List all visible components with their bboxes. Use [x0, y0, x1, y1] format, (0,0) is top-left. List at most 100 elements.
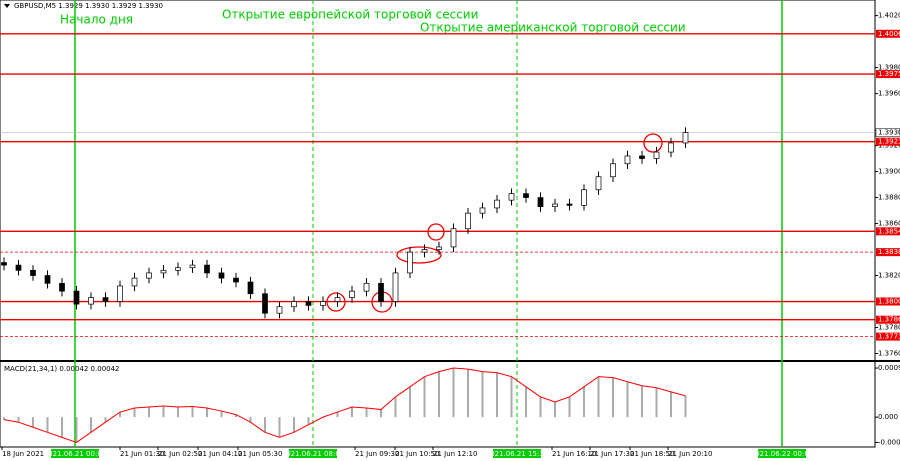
macd-bar	[206, 408, 208, 418]
x-tick-label: 21 Jun 10:50	[395, 450, 439, 458]
level-label: 1.3923	[878, 138, 900, 146]
candle-body	[305, 301, 312, 306]
level-label-box	[876, 315, 900, 324]
x-tick-label: 21 Jun 12:10	[433, 450, 477, 458]
macd-bar	[133, 408, 136, 418]
x-tick-label: 21 Jun 01:30	[120, 450, 164, 458]
y-tick-label: 1.3960	[878, 90, 900, 98]
macd-bar	[235, 414, 237, 418]
candle-body	[581, 189, 587, 206]
macd-bar	[380, 409, 382, 418]
time-label-box	[51, 449, 99, 458]
macd-bar	[597, 376, 600, 418]
session-label: Начало дня	[60, 13, 133, 27]
macd-bar	[46, 417, 49, 433]
macd-bar	[119, 412, 121, 418]
macd-bar	[75, 417, 78, 443]
x-tick-label: 21 Jun 02:50	[158, 450, 202, 458]
x-tick-label: 21 Jun 05:30	[238, 450, 282, 458]
candle-body	[189, 264, 196, 269]
level-label-box	[876, 137, 900, 146]
candle-body	[15, 264, 22, 271]
session-label: Открытие американской торговой сессии	[420, 21, 686, 35]
candle-body	[73, 290, 80, 305]
macd-bar	[264, 417, 266, 433]
macd-bar	[90, 417, 92, 433]
candle-body	[291, 301, 297, 308]
macd-title: MACD(21,34,1) 0.00042 0.00042	[4, 365, 120, 373]
macd-bar	[467, 369, 469, 418]
circle	[396, 246, 442, 264]
candle-body	[88, 297, 94, 305]
y-tick-label: 1.4020	[878, 12, 900, 20]
time-label: 2021.06.21 15:30	[486, 450, 548, 458]
candle-body	[566, 203, 573, 206]
candle-body	[160, 269, 167, 274]
y-tick-label: -0.0005	[878, 438, 900, 446]
level-label-box	[876, 332, 900, 341]
level-label-box	[876, 70, 900, 79]
candle-body	[320, 301, 326, 306]
macd-bar	[626, 381, 629, 418]
level-label: 1.3786	[878, 316, 900, 324]
level-label: 1.4006	[878, 30, 900, 38]
macd-bar	[452, 368, 455, 418]
macd-bar	[162, 406, 165, 418]
macd-bar	[684, 395, 687, 418]
time-label-box	[758, 449, 806, 458]
macd-bar	[655, 387, 658, 418]
candle-body	[349, 290, 355, 298]
candle-body	[233, 277, 239, 283]
x-tick-label: 21 Jun 20:10	[668, 450, 712, 458]
symbol-header: GBPUSD,M5 1.3929 1.3930 1.3929 1.3930	[14, 2, 163, 10]
candle-body	[595, 176, 602, 191]
macd-bar	[191, 406, 194, 418]
time-label-box	[289, 449, 337, 458]
level-label: 1.3854	[878, 227, 900, 235]
candle-body	[262, 293, 268, 314]
macd-bar	[220, 411, 223, 418]
candle-body	[204, 264, 210, 274]
macd-bar	[351, 407, 353, 418]
level-label: 1.3800	[878, 298, 900, 306]
x-tick-label: 21 Jun 16:10	[552, 450, 596, 458]
x-tick-label: 21 Jun 18:50	[630, 450, 674, 458]
macd-bar	[249, 417, 252, 423]
level-label: 1.3773	[878, 333, 900, 341]
macd-bar	[670, 391, 672, 418]
y-tick-label: 0.00097	[878, 364, 900, 372]
macd-bar	[583, 386, 585, 418]
candle-body	[624, 155, 631, 165]
candle-body	[639, 155, 645, 159]
level-label-box	[876, 227, 900, 236]
y-tick-label: 1.3820	[878, 272, 900, 280]
candle-body	[465, 212, 471, 230]
candle-body	[334, 297, 341, 302]
macd-bar	[278, 417, 281, 438]
candle-body	[537, 197, 544, 207]
y-tick-label: 1.3900	[878, 168, 900, 176]
candle-body	[421, 249, 428, 253]
candle-body	[102, 297, 109, 302]
macd-bar	[510, 376, 513, 418]
candle-body	[59, 282, 65, 292]
macd-bar	[104, 417, 107, 423]
macd-bar	[61, 417, 63, 438]
y-tick-label: 1.3860	[878, 220, 900, 228]
candle-body	[610, 163, 616, 178]
macd-bar	[177, 407, 179, 418]
candle-body	[436, 246, 442, 250]
candle-body	[247, 281, 254, 295]
macd-bar	[3, 417, 5, 420]
candle-body	[450, 228, 457, 248]
candle-body	[682, 132, 689, 144]
macd-bar	[293, 417, 295, 433]
candle-body	[44, 275, 51, 284]
macd-bar	[336, 412, 339, 418]
candle-body	[30, 269, 36, 276]
candle-body	[378, 282, 384, 302]
macd-bar	[554, 401, 556, 418]
time-label-box	[493, 449, 541, 458]
menu-arrow[interactable]	[4, 4, 10, 8]
